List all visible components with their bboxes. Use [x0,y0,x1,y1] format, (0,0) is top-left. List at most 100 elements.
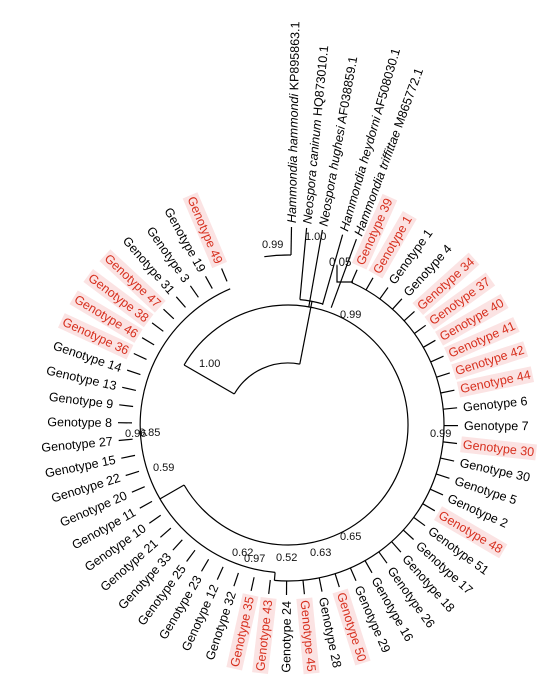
backbone-branch [183,364,235,395]
label-highlight-background [433,506,508,559]
tip-branch [126,369,141,376]
tip-branch [133,352,147,360]
tip-branch [204,276,213,289]
outgroup-arc [299,299,323,305]
accession-number: HQ873010.1 [310,45,331,120]
label-highlight-background [226,593,259,671]
label-highlight-background [83,269,154,328]
tip-branch [302,580,305,595]
label-highlight-background [435,294,509,346]
label-highlight-background [351,193,398,270]
tip-branch [392,298,403,310]
tip-branch [125,470,140,477]
tip-branch [413,516,426,527]
outgroup-branch [321,234,344,305]
scale-bar: 0.05 [329,257,353,283]
tip-branch [122,386,137,391]
tip-branch [422,339,436,348]
tip-branch [189,285,199,298]
tip-branch [200,558,210,572]
support-value: 0.65 [340,531,361,543]
tip-branch [151,322,164,332]
tip-branch [172,539,183,551]
tip-branch [402,529,415,540]
tree-branches [117,226,458,596]
outgroup-branch [290,226,293,256]
tip-branch [403,310,415,322]
support-value: 0.59 [153,462,174,474]
label-highlight-background [182,192,227,269]
tip-label: Genotype 27 [41,434,114,454]
label-highlight-background [252,597,277,674]
tip-branch [429,488,444,496]
tip-branch [443,407,458,410]
tip-label: Genotype 7 [464,419,529,433]
tip-branch [391,541,402,553]
tip-branch [121,454,136,459]
tip-branch [378,551,388,564]
tip-branch [350,269,358,283]
support-value: 0.99 [430,428,451,440]
tip-branch [440,457,455,462]
label-highlight-background [424,272,496,330]
label-highlight-background [57,313,134,360]
support-value: 0.99 [340,309,361,321]
tip-branch [131,486,145,493]
clade-arc [274,281,445,582]
scale-bar-line [336,266,353,283]
tip-branch [141,337,155,346]
label-highlight-background [451,341,529,380]
tip-branch [163,308,175,320]
clade-arc [139,288,276,573]
outgroup-label: Hammondia hammondi KP895863.1 [285,21,303,223]
tip-branch [186,549,196,562]
outgroup-stem [299,301,313,365]
accession-number: AF038859.1 [334,55,360,127]
tip-label: Genotype 24 [279,601,294,673]
support-value: 1.00 [305,231,326,243]
label-highlight-background [296,597,320,675]
label-highlight-background [332,588,371,666]
tip-branch [118,438,133,442]
tip-branch [139,500,153,509]
outgroup-branch [330,238,357,308]
outgroup-branch [299,227,308,300]
tip-branch [349,567,357,582]
backbone-branch [159,484,185,500]
tip-label: Genotype 9 [48,390,114,412]
tip-branch [436,372,450,378]
tip-branch [379,287,389,300]
outgroup-branch [308,229,323,307]
tip-branch [160,527,172,538]
support-value: 0.63 [310,547,331,559]
tip-branch [233,572,239,587]
tip-branch [119,404,134,408]
label-highlight-background [368,211,417,279]
tip-branch [422,503,436,512]
tip-branch [221,268,228,282]
label-highlight-background [69,290,143,343]
tip-branch [364,560,373,574]
tip-branch [365,277,374,291]
scale-bar-label: 0.05 [329,257,351,269]
tip-branch [318,577,323,592]
outgroup-arc [264,254,292,258]
tip-label: Genotype 45 [298,600,319,673]
tip-branch [216,566,224,580]
support-value: 0.62 [232,547,253,559]
tip-label: Genotype 8 [47,415,112,430]
support-value: 0.96 [125,428,146,440]
tip-branch [268,579,271,594]
tip-label: Genotype 6 [462,394,528,414]
tip-branch [414,324,427,334]
species-name: Hammondia hammondi [285,92,301,223]
support-value: 0.52 [276,552,297,564]
support-value: 0.99 [262,239,283,251]
tip-branch [435,473,450,479]
tip-branch [175,296,186,308]
backbone-arc [183,304,409,546]
support-value: 0.97 [244,553,265,565]
tip-branch [440,389,455,394]
tip-branch [430,355,444,363]
clade-connector [273,572,276,581]
